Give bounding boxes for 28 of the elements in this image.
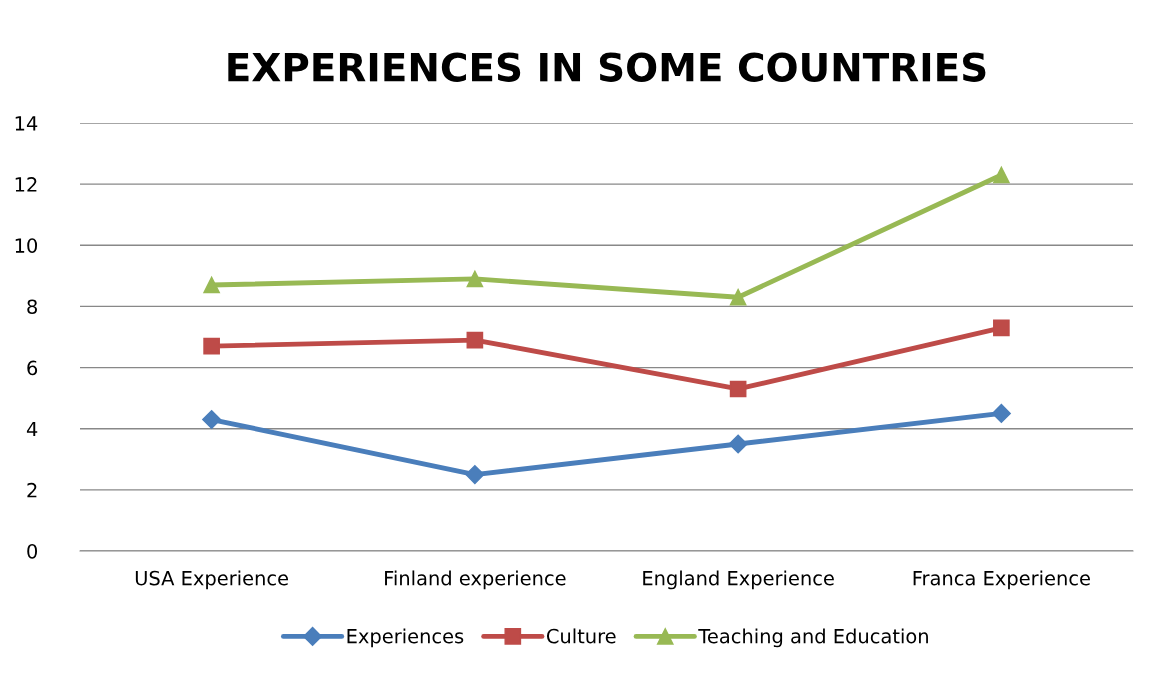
point xyxy=(466,331,484,349)
legend-label: Culture xyxy=(546,628,616,644)
point xyxy=(993,166,1010,184)
y-tick-label: 10 xyxy=(15,238,38,253)
y-tick-label: 14 xyxy=(15,116,38,131)
y-tick-label: 4 xyxy=(26,421,38,437)
y-tick-label: 2 xyxy=(27,482,37,498)
point xyxy=(466,270,484,288)
chart-title: EXPERIENCES IN SOME COUNTRIES xyxy=(228,52,986,82)
point xyxy=(728,434,748,454)
point xyxy=(993,319,1010,337)
legend-label: Experiences xyxy=(347,628,464,648)
point xyxy=(202,410,222,430)
point xyxy=(203,337,220,355)
x-tick-label: Finland experience xyxy=(385,570,566,590)
x-tick-label: USA Experience xyxy=(135,570,289,590)
point xyxy=(991,403,1011,423)
y-tick-label: 12 xyxy=(15,177,37,192)
x-tick-label: Franca Experience xyxy=(913,570,1090,590)
point xyxy=(729,288,747,306)
y-tick-label: 0 xyxy=(27,543,38,559)
y-tick-label: 8 xyxy=(27,299,37,315)
y-tick-label: 6 xyxy=(27,360,38,376)
legend-label: Teaching and Education xyxy=(698,628,928,648)
point xyxy=(203,276,220,294)
point xyxy=(729,380,747,398)
x-tick-label: England Experience xyxy=(643,570,834,590)
point xyxy=(465,465,485,485)
